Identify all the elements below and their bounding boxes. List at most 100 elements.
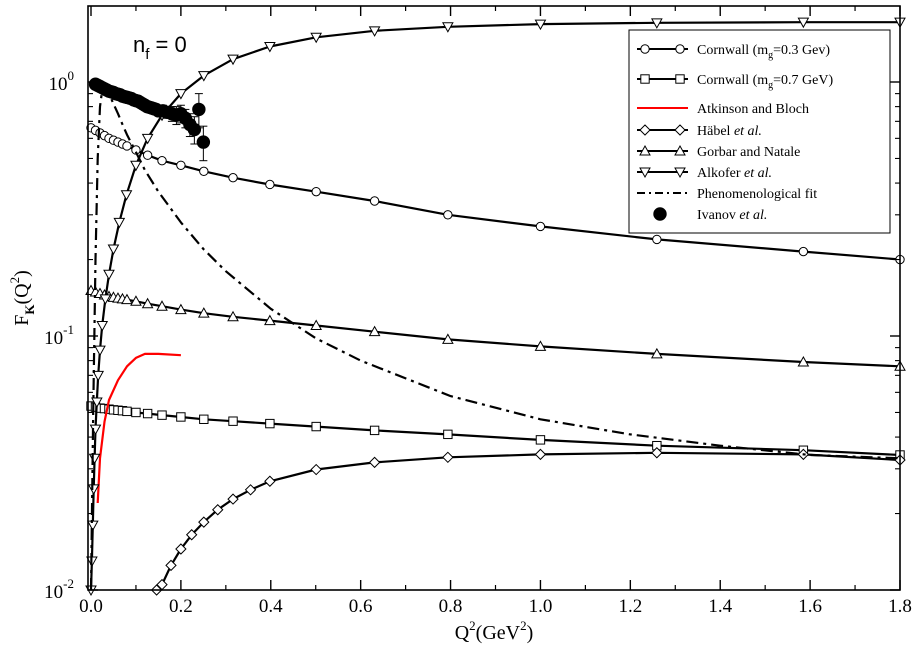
legend-label-sub: g bbox=[768, 80, 773, 91]
data-point bbox=[228, 416, 238, 426]
data-point bbox=[652, 234, 662, 245]
data-point bbox=[122, 406, 132, 417]
legend-label: Atkinson and Bloch bbox=[697, 102, 809, 117]
legend-label-italic: et al. bbox=[744, 166, 772, 181]
legend-label: Ivanov et al. bbox=[697, 208, 767, 223]
data-point bbox=[156, 300, 168, 311]
data-point bbox=[227, 54, 239, 66]
x-tick-label: 1.4 bbox=[708, 596, 732, 617]
series-5 bbox=[85, 17, 906, 597]
x-axis-label: Q2(GeV2) bbox=[455, 618, 534, 644]
data-point bbox=[535, 221, 546, 232]
data-point bbox=[120, 190, 133, 201]
data-point bbox=[103, 269, 115, 281]
data-point bbox=[142, 150, 153, 160]
data-point bbox=[227, 310, 239, 322]
x-tick-label: 0.0 bbox=[79, 596, 103, 617]
x-tick-label: 1.6 bbox=[798, 596, 822, 617]
data-point bbox=[651, 18, 663, 29]
legend-entry: Gorbar and Natale bbox=[637, 144, 800, 160]
legend-label-sub: g bbox=[768, 50, 773, 61]
data-point bbox=[442, 451, 454, 464]
legend-label: Gorbar and Natale bbox=[697, 145, 800, 160]
data-point bbox=[442, 333, 454, 344]
legend-label-text: Ivanov bbox=[697, 208, 739, 223]
legend-entry: Phenomenological fit bbox=[637, 187, 817, 202]
legend-entry: Alkofer et al. bbox=[637, 166, 772, 181]
data-point bbox=[534, 19, 547, 31]
y-tick-label: 100 bbox=[49, 68, 75, 95]
data-point bbox=[107, 244, 120, 256]
y-tick-label-exp: -2 bbox=[63, 576, 74, 591]
legend-marker bbox=[674, 167, 686, 179]
data-point bbox=[535, 435, 546, 445]
data-point bbox=[175, 303, 187, 315]
data-point bbox=[265, 418, 275, 429]
legend-marker bbox=[639, 124, 651, 136]
annotation-sub: f bbox=[145, 46, 150, 63]
legend-marker bbox=[674, 144, 686, 156]
y-tick-label-base: 10 bbox=[44, 582, 63, 603]
y-tick-label-exp: -1 bbox=[63, 322, 74, 337]
legend-box bbox=[628, 29, 891, 234]
data-point bbox=[534, 340, 547, 351]
data-point bbox=[176, 160, 186, 170]
data-point bbox=[311, 421, 321, 432]
series-3 bbox=[150, 447, 906, 596]
data-point bbox=[96, 320, 109, 332]
data-point bbox=[130, 295, 142, 306]
data-point bbox=[310, 32, 323, 44]
y-axis-label: FK(Q2) bbox=[7, 270, 37, 326]
series-2 bbox=[96, 352, 181, 504]
data-point bbox=[264, 314, 276, 326]
data-point bbox=[141, 297, 154, 309]
plot-frame bbox=[87, 5, 901, 591]
legend-entry: Atkinson and Bloch bbox=[637, 102, 809, 117]
ylabel-sub: K bbox=[22, 304, 37, 315]
annotation-base: n bbox=[133, 32, 145, 57]
series-line bbox=[96, 352, 181, 504]
legend-label: Alkofer et al. bbox=[697, 166, 772, 181]
legend-marker bbox=[640, 44, 650, 54]
series-line bbox=[90, 404, 901, 457]
ylabel-base: F bbox=[11, 315, 33, 326]
legend-entry: Cornwall (mg=0.3 Gev) bbox=[637, 43, 830, 61]
xlabel-base: Q bbox=[455, 622, 470, 644]
data-point bbox=[264, 41, 276, 53]
series-4 bbox=[85, 284, 906, 371]
ylabel-arg-prefix: (Q bbox=[11, 283, 33, 305]
data-point bbox=[196, 135, 211, 149]
data-point bbox=[187, 122, 202, 137]
series-line bbox=[90, 289, 901, 368]
data-point bbox=[121, 293, 133, 305]
y-tick-label: 10-1 bbox=[44, 322, 74, 349]
x-tick-label: 0.2 bbox=[169, 596, 193, 617]
data-point bbox=[651, 447, 663, 459]
legend-label-text: Cornwall (m bbox=[697, 43, 768, 58]
legend-label-post: =0.7 GeV) bbox=[773, 73, 833, 88]
legend-label: Häbel et al. bbox=[697, 124, 762, 139]
data-point bbox=[265, 179, 275, 190]
ylabel-arg-sup: 2 bbox=[7, 277, 22, 284]
y-tick-label-base: 10 bbox=[49, 74, 68, 95]
data-point bbox=[141, 133, 154, 145]
x-tick-label: 1.8 bbox=[888, 596, 912, 617]
legend: Cornwall (mg=0.3 Gev)Cornwall (mg=0.7 Ge… bbox=[628, 29, 891, 234]
data-point bbox=[90, 397, 103, 408]
legend-label: Cornwall (mg=0.3 Gev) bbox=[697, 43, 830, 61]
xlabel-unit-prefix: (GeV bbox=[476, 622, 521, 644]
legend-label-text: Atkinson and Bloch bbox=[697, 102, 809, 117]
data-point bbox=[264, 475, 276, 487]
data-point bbox=[197, 307, 210, 318]
y-tick-label-exp: 0 bbox=[68, 68, 75, 83]
data-point bbox=[142, 408, 153, 419]
data-point bbox=[798, 246, 809, 257]
data-point bbox=[94, 345, 106, 357]
data-point bbox=[369, 425, 380, 436]
data-point bbox=[228, 172, 238, 183]
data-point bbox=[368, 325, 381, 337]
data-point bbox=[797, 355, 810, 367]
data-point bbox=[157, 410, 167, 420]
legend-label-text: Häbel bbox=[697, 124, 734, 139]
